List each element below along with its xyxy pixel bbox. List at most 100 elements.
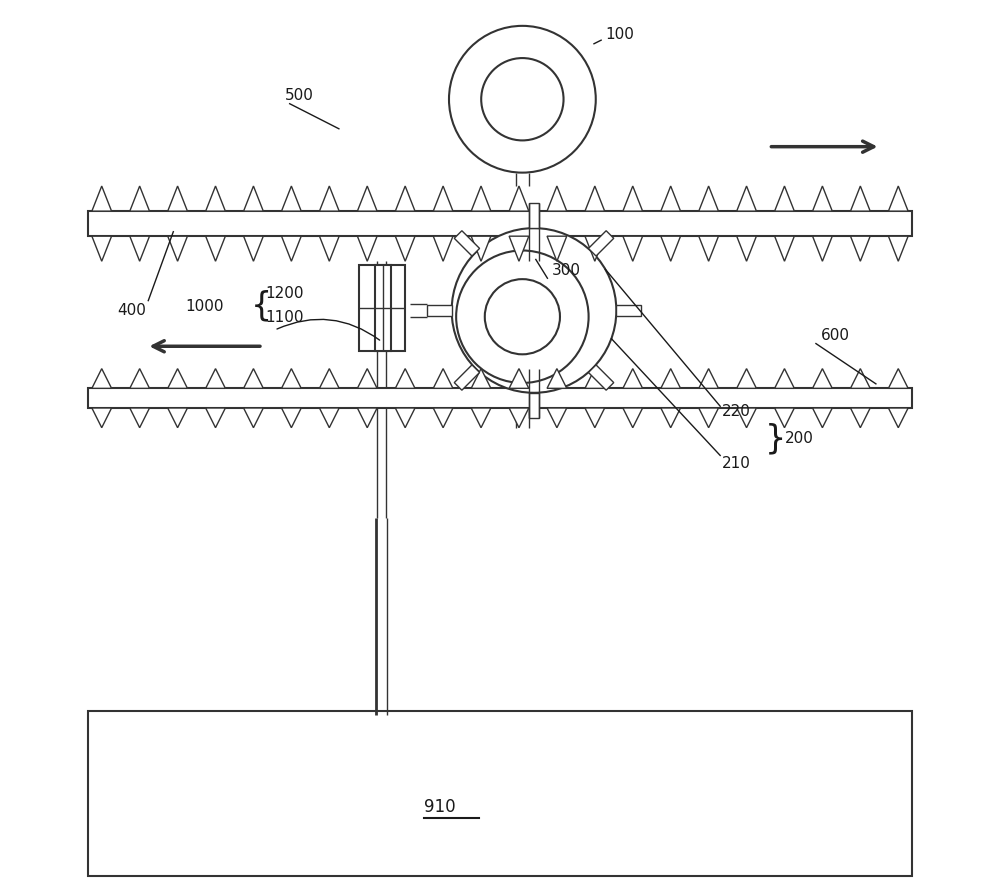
Polygon shape (395, 409, 415, 428)
Polygon shape (168, 409, 187, 428)
Polygon shape (813, 369, 832, 389)
Polygon shape (357, 369, 377, 389)
Polygon shape (547, 369, 567, 389)
Polygon shape (616, 306, 641, 316)
Polygon shape (244, 187, 263, 212)
Polygon shape (547, 409, 567, 428)
Polygon shape (661, 187, 681, 212)
Polygon shape (547, 237, 567, 262)
Polygon shape (850, 187, 870, 212)
Text: 600: 600 (820, 328, 849, 342)
Polygon shape (509, 187, 529, 212)
Polygon shape (699, 409, 718, 428)
Polygon shape (547, 187, 567, 212)
Polygon shape (168, 187, 187, 212)
Polygon shape (282, 369, 301, 389)
Polygon shape (357, 409, 377, 428)
Polygon shape (737, 187, 756, 212)
Polygon shape (433, 369, 453, 389)
Polygon shape (737, 369, 756, 389)
Polygon shape (454, 232, 480, 257)
Circle shape (485, 280, 560, 355)
Text: 300: 300 (552, 263, 581, 277)
Polygon shape (319, 409, 339, 428)
Polygon shape (471, 409, 491, 428)
Polygon shape (661, 237, 681, 262)
Circle shape (452, 229, 616, 393)
Bar (359, 266, 405, 351)
Polygon shape (92, 187, 112, 212)
Polygon shape (206, 187, 225, 212)
Text: 220: 220 (722, 404, 751, 418)
Text: 910: 910 (424, 797, 456, 815)
Polygon shape (92, 237, 112, 262)
Circle shape (456, 251, 589, 384)
Polygon shape (509, 409, 529, 428)
Polygon shape (585, 237, 605, 262)
Polygon shape (433, 237, 453, 262)
Polygon shape (471, 369, 491, 389)
Polygon shape (454, 366, 480, 391)
Polygon shape (471, 187, 491, 212)
Text: }: } (765, 422, 786, 454)
Polygon shape (737, 409, 756, 428)
Text: 1200: 1200 (266, 286, 304, 300)
Polygon shape (357, 187, 377, 212)
Polygon shape (623, 409, 643, 428)
Polygon shape (888, 187, 908, 212)
Polygon shape (319, 369, 339, 389)
Polygon shape (775, 369, 794, 389)
Polygon shape (813, 237, 832, 262)
Polygon shape (92, 409, 112, 428)
Polygon shape (775, 237, 794, 262)
Polygon shape (206, 369, 225, 389)
Polygon shape (775, 409, 794, 428)
Text: 400: 400 (117, 303, 146, 317)
Polygon shape (168, 237, 187, 262)
Bar (375, 266, 391, 351)
Polygon shape (588, 366, 614, 391)
Polygon shape (395, 237, 415, 262)
Bar (88, 389, 912, 409)
Polygon shape (244, 237, 263, 262)
Polygon shape (813, 187, 832, 212)
Polygon shape (130, 369, 150, 389)
Polygon shape (433, 187, 453, 212)
Circle shape (481, 59, 564, 141)
Polygon shape (130, 237, 150, 262)
Polygon shape (775, 187, 794, 212)
Polygon shape (699, 187, 718, 212)
Polygon shape (319, 237, 339, 262)
Polygon shape (433, 409, 453, 428)
Polygon shape (282, 409, 301, 428)
Polygon shape (168, 369, 187, 389)
Text: 1100: 1100 (266, 310, 304, 325)
Circle shape (487, 265, 581, 358)
Polygon shape (509, 369, 529, 389)
Text: 500: 500 (285, 89, 314, 103)
Polygon shape (509, 237, 529, 262)
Polygon shape (623, 237, 643, 262)
Polygon shape (585, 409, 605, 428)
Bar (88, 212, 912, 237)
Polygon shape (282, 187, 301, 212)
Text: 210: 210 (722, 456, 751, 470)
Polygon shape (395, 187, 415, 212)
Polygon shape (588, 232, 614, 257)
Polygon shape (850, 369, 870, 389)
Text: 100: 100 (606, 27, 634, 41)
Polygon shape (813, 409, 832, 428)
Polygon shape (427, 306, 452, 316)
Polygon shape (319, 187, 339, 212)
Polygon shape (699, 237, 718, 262)
Polygon shape (529, 393, 539, 418)
Polygon shape (282, 237, 301, 262)
Polygon shape (92, 369, 112, 389)
Polygon shape (206, 409, 225, 428)
Polygon shape (850, 237, 870, 262)
Text: 200: 200 (785, 431, 813, 445)
Polygon shape (130, 409, 150, 428)
Polygon shape (888, 369, 908, 389)
Polygon shape (661, 409, 681, 428)
Polygon shape (130, 187, 150, 212)
